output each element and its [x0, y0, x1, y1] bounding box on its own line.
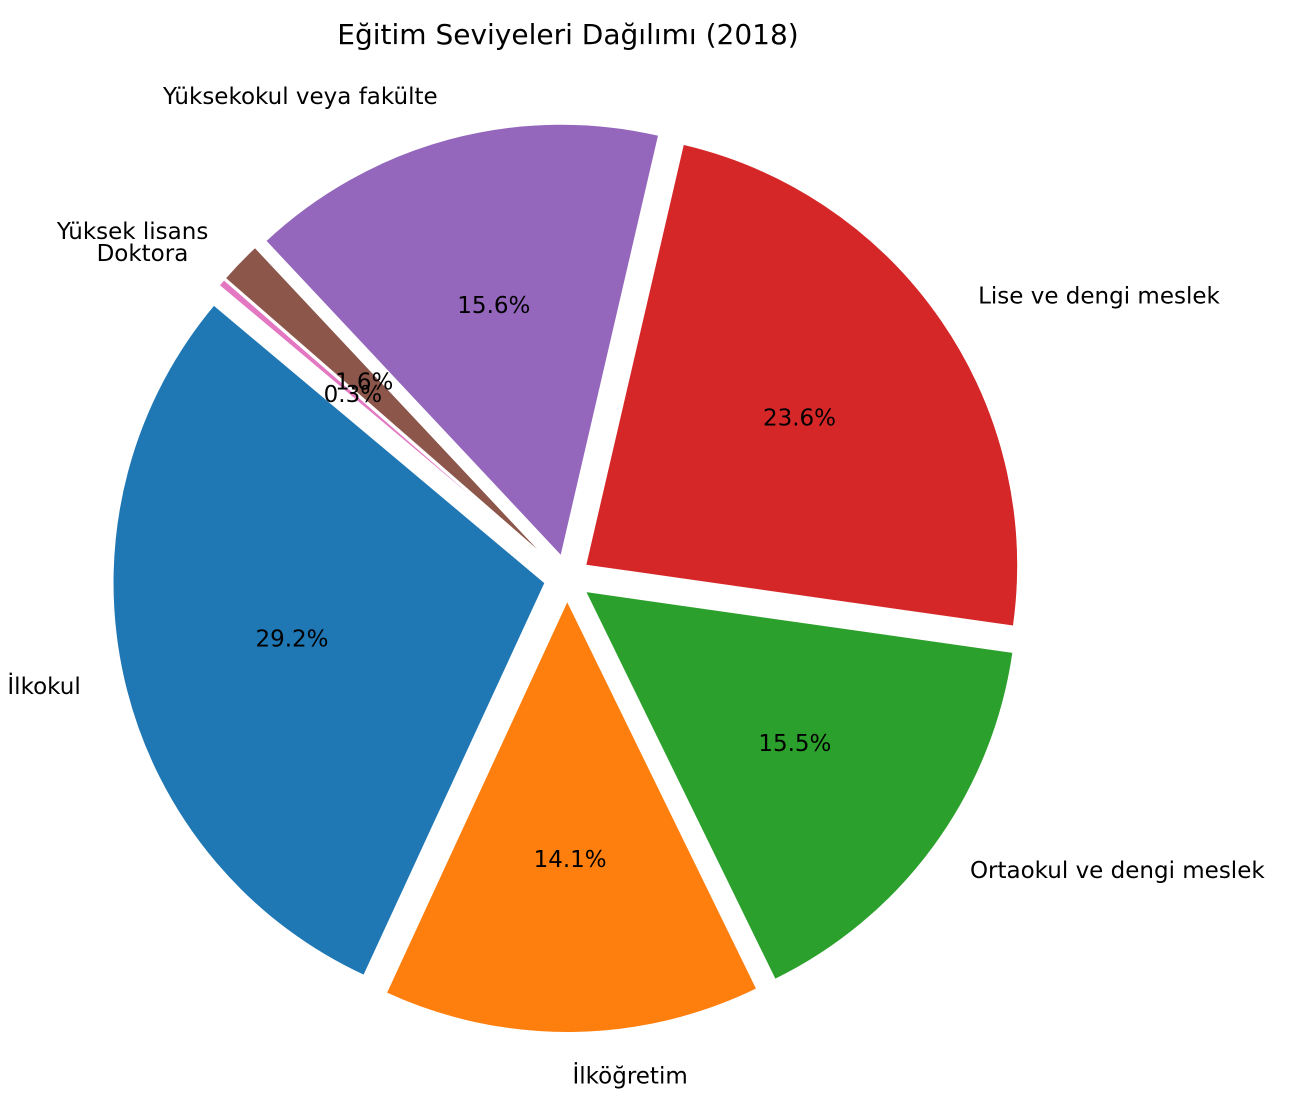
pie-category-label: Doktora [97, 241, 189, 267]
pie-category-label: İlköğretim [572, 1061, 687, 1089]
pie-percent-label: 23.6% [763, 406, 836, 432]
pie-category-label: Lise ve dengi meslek [978, 283, 1220, 309]
pie-slice-ilkogretim [384, 597, 759, 1034]
pie-slice-ilkokul [111, 303, 547, 978]
pie-slice-lise-ve-dengi-meslek [583, 142, 1020, 628]
pie-labels: 29.2% İlkokul 14.1% İlköğretim 15.5% Ortaokul… [7, 84, 1265, 1089]
pie-percent-label: 29.2% [255, 627, 328, 653]
pie-percent-label: 14.1% [534, 847, 607, 873]
pie-percent-label: 15.5% [758, 731, 831, 757]
pie-category-label: Ortaokul ve dengi meslek [970, 858, 1265, 884]
pie-slice-doktora [217, 277, 551, 565]
pie-percent-label: 1.6% [335, 369, 393, 395]
pie-percent-label: 15.6% [457, 293, 530, 319]
pie-category-label: Yüksekokul veya fakülte [162, 84, 438, 110]
pie-slice-ortaokul-ve-dengi-meslek [583, 589, 1015, 982]
pie-category-label: İlkokul [7, 672, 80, 700]
pie-percent-label: 0.3% [324, 382, 382, 408]
pie-slice-yuksekokul-veya-fakulte [263, 122, 661, 559]
pie-category-label: Yüksek lisans [56, 219, 209, 245]
pie-slice-yuksek-lisans [223, 245, 552, 564]
chart-title: Eğitim Seviyeleri Dağılımı (2018) [337, 18, 798, 51]
pie-slices [111, 122, 1020, 1034]
